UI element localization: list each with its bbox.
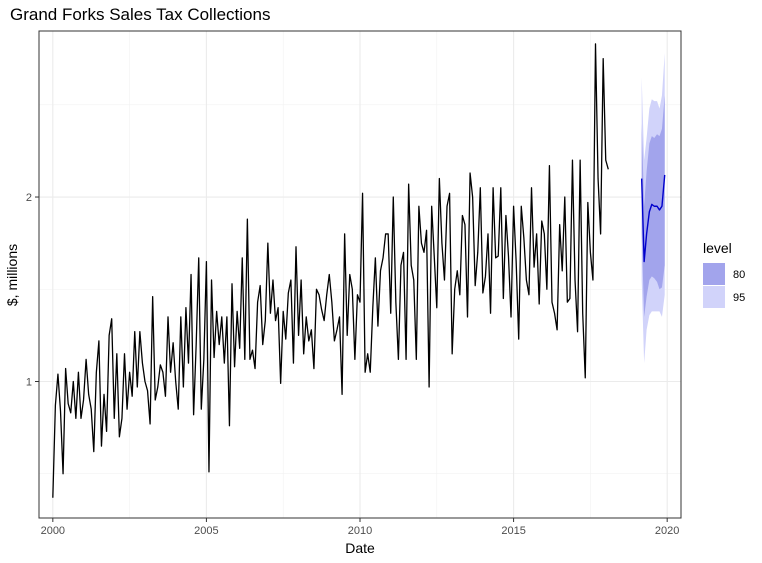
series-lines xyxy=(52,43,666,498)
legend-title: level xyxy=(703,240,732,256)
x-tick-label: 2020 xyxy=(655,525,679,537)
y-tick-label: 2 xyxy=(26,192,32,204)
chart-title: Grand Forks Sales Tax Collections xyxy=(10,5,270,24)
observed-series-line xyxy=(52,43,609,498)
y-axis-label: $, millions xyxy=(4,244,20,306)
forecast-series-line xyxy=(640,174,666,263)
x-tick-label: 2005 xyxy=(194,525,218,537)
x-tick-label: 2000 xyxy=(41,525,65,537)
legend-key-80 xyxy=(703,263,725,285)
x-tick-label: 2010 xyxy=(348,525,372,537)
major-gridlines xyxy=(39,31,681,518)
legend: level 80 95 xyxy=(703,240,745,308)
x-tick-label: 2015 xyxy=(501,525,525,537)
y-tick-label: 1 xyxy=(26,376,32,388)
legend-label-80: 80 xyxy=(733,269,745,281)
legend-key-95 xyxy=(703,286,725,308)
x-axis-ticks: 2000 2005 2010 2015 2020 xyxy=(41,518,679,537)
y-axis-ticks: 12 xyxy=(26,192,39,388)
legend-label-95: 95 xyxy=(733,292,745,304)
x-axis-label: Date xyxy=(345,540,375,556)
